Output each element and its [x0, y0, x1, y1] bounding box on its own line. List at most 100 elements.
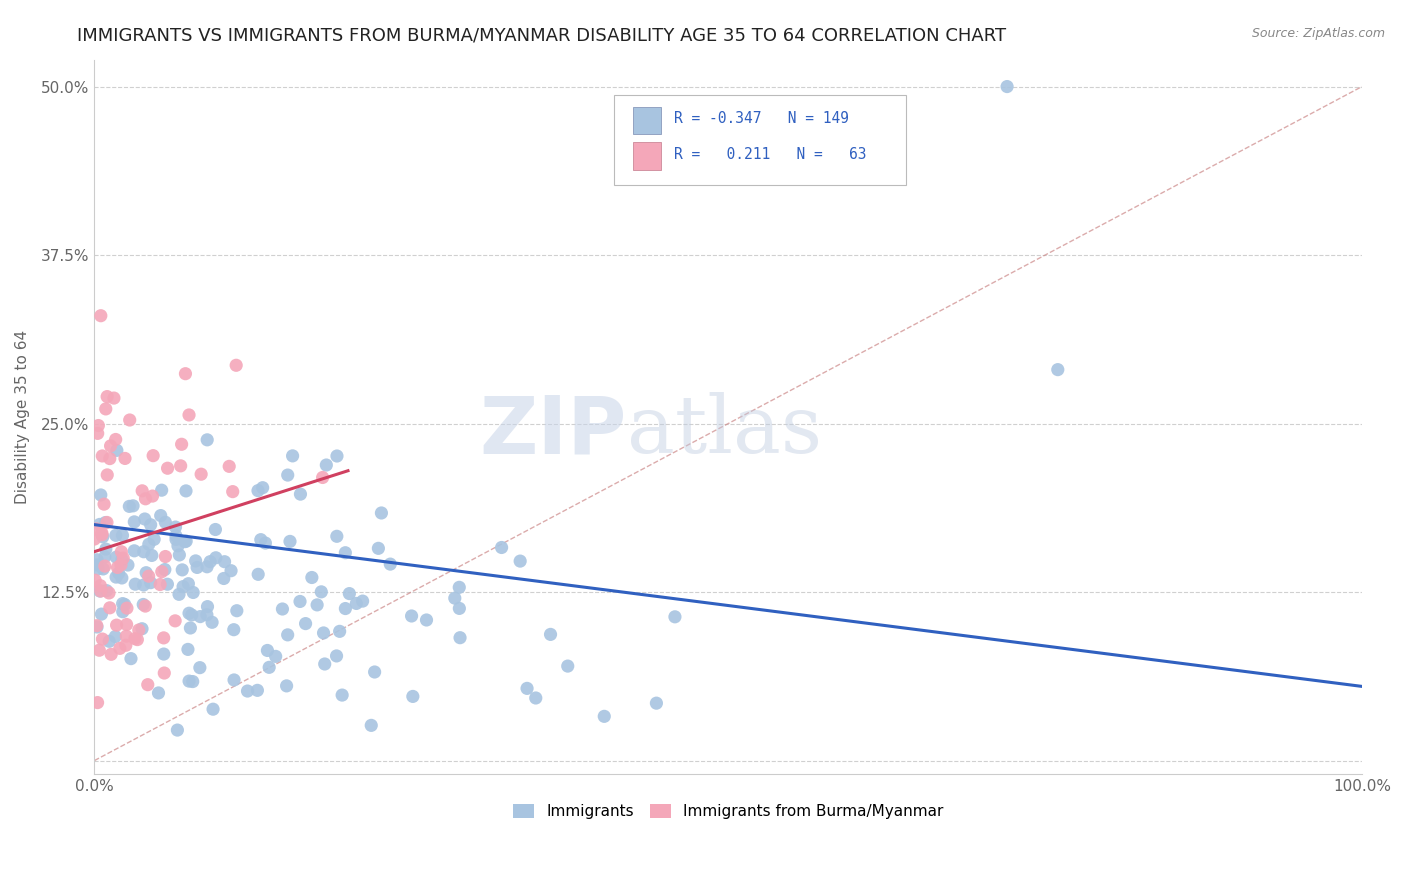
Point: [197, 599, 219, 614]
Point: [222, 484, 245, 499]
Text: atlas: atlas: [627, 392, 823, 470]
Point: [201, 615, 224, 630]
Point: [664, 609, 686, 624]
Point: [166, 723, 188, 737]
Point: [249, 533, 271, 547]
Point: [138, 537, 160, 551]
Point: [195, 433, 218, 447]
Point: [225, 359, 247, 373]
Point: [247, 483, 270, 498]
Y-axis label: Disability Age 35 to 64: Disability Age 35 to 64: [15, 330, 30, 504]
Point: [181, 585, 204, 599]
Point: [86, 553, 108, 567]
Point: [311, 585, 333, 599]
Point: [131, 622, 153, 636]
Point: [311, 470, 333, 484]
Point: [225, 604, 247, 618]
Point: [165, 533, 187, 547]
Point: [86, 696, 108, 710]
Point: [141, 549, 163, 563]
Point: [449, 601, 471, 615]
Point: [122, 499, 145, 513]
Point: [312, 626, 335, 640]
Point: [86, 558, 108, 572]
Point: [90, 488, 112, 502]
Point: [149, 508, 172, 523]
Point: [139, 517, 162, 532]
Point: [155, 549, 177, 564]
Point: [156, 577, 179, 591]
Point: [169, 548, 191, 562]
Point: [995, 79, 1018, 94]
Point: [155, 515, 177, 529]
Point: [172, 563, 194, 577]
Text: ZIP: ZIP: [479, 392, 627, 470]
Point: [179, 621, 201, 635]
Point: [314, 657, 336, 671]
Point: [118, 413, 141, 427]
Point: [169, 458, 191, 473]
Point: [524, 691, 547, 706]
Point: [150, 565, 173, 579]
Point: [188, 609, 211, 624]
Point: [190, 467, 212, 482]
Point: [516, 681, 538, 696]
Point: [277, 468, 299, 483]
Point: [115, 617, 138, 632]
Point: [264, 649, 287, 664]
Point: [593, 709, 616, 723]
Point: [278, 534, 301, 549]
Point: [315, 458, 337, 472]
Point: [370, 506, 392, 520]
Point: [337, 586, 360, 600]
Point: [1046, 362, 1069, 376]
Point: [111, 552, 134, 566]
Point: [326, 529, 349, 543]
Point: [96, 467, 118, 482]
Point: [219, 564, 242, 578]
Point: [141, 489, 163, 503]
Point: [138, 569, 160, 583]
Point: [98, 451, 121, 466]
Point: [96, 390, 118, 404]
Text: IMMIGRANTS VS IMMIGRANTS FROM BURMA/MYANMAR DISABILITY AGE 35 TO 64 CORRELATION : IMMIGRANTS VS IMMIGRANTS FROM BURMA/MYAN…: [77, 27, 1007, 45]
Point: [98, 634, 121, 648]
Point: [402, 690, 425, 704]
Point: [84, 573, 107, 587]
Point: [325, 648, 347, 663]
Point: [104, 630, 127, 644]
Point: [172, 580, 194, 594]
Point: [277, 628, 299, 642]
Point: [96, 516, 118, 530]
Point: [94, 559, 117, 574]
Point: [89, 517, 111, 532]
Point: [134, 512, 156, 526]
Point: [96, 583, 118, 598]
Point: [246, 683, 269, 698]
Point: [645, 696, 668, 710]
Text: R = -0.347   N = 149: R = -0.347 N = 149: [673, 112, 849, 127]
Point: [165, 520, 187, 534]
Point: [177, 674, 200, 689]
FancyBboxPatch shape: [633, 143, 661, 169]
Point: [115, 601, 138, 615]
Point: [222, 673, 245, 687]
Point: [139, 575, 162, 590]
Point: [108, 641, 131, 656]
Point: [124, 632, 146, 646]
Point: [105, 570, 128, 584]
Point: [170, 437, 193, 451]
Point: [257, 660, 280, 674]
Point: [181, 674, 204, 689]
Point: [152, 631, 174, 645]
Point: [152, 647, 174, 661]
Point: [89, 643, 111, 657]
Point: [307, 598, 329, 612]
Point: [87, 562, 110, 576]
Point: [204, 523, 226, 537]
Point: [174, 367, 197, 381]
Point: [124, 515, 146, 529]
Text: Source: ZipAtlas.com: Source: ZipAtlas.com: [1251, 27, 1385, 40]
Point: [132, 578, 155, 592]
Point: [380, 557, 402, 571]
